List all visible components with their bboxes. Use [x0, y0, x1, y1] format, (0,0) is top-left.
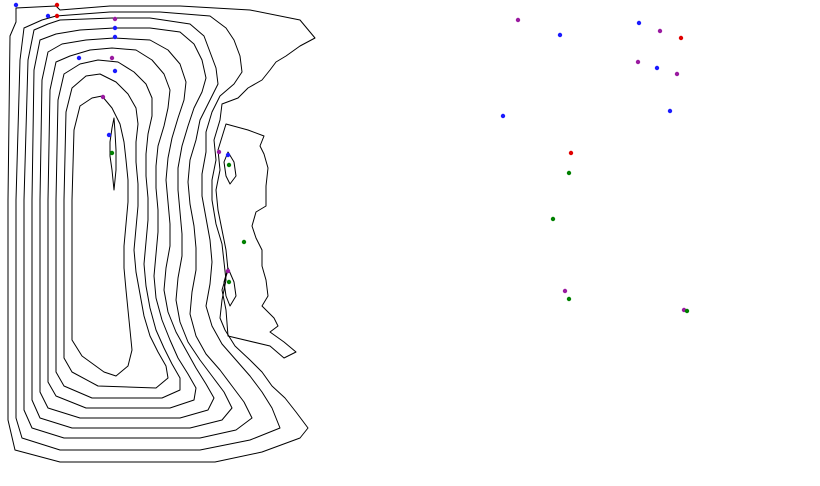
left-marker-blue-7: [106, 132, 112, 138]
left-contour-level-3: [23, 17, 253, 439]
left-marker-blue-6: [112, 68, 118, 74]
left-marker-red-2: [54, 13, 60, 19]
right-marker-green-3: [566, 296, 572, 302]
left-contour-level-9: [71, 95, 133, 377]
right-marker-purple-1: [515, 17, 521, 23]
left-contour-panel: [7, 2, 316, 463]
right-marker-purple-4: [674, 71, 680, 77]
left-marker-blue-8: [225, 152, 231, 158]
left-contour-level-6: [47, 47, 197, 409]
left-marker-purple-1: [112, 16, 118, 22]
right-marker-green-2: [550, 216, 556, 222]
left-marker-purple-4: [216, 149, 222, 155]
right-marker-purple-2: [657, 28, 663, 34]
left-marker-green-3: [241, 239, 247, 245]
left-lobe-inner-upper: [223, 151, 237, 185]
left-contour-level-5: [39, 37, 215, 419]
left-marker-purple-3: [100, 94, 106, 100]
left-marker-blue-1: [13, 2, 19, 8]
left-marker-green-1: [109, 150, 115, 156]
right-marker-green-4: [684, 308, 690, 314]
right-marker-blue-2: [636, 20, 642, 26]
right-marker-purple-3: [635, 59, 641, 65]
left-marker-blue-5: [76, 55, 82, 61]
right-marker-blue-3: [654, 65, 660, 71]
right-marker-blue-1: [557, 32, 563, 38]
left-contour-level-4: [31, 27, 233, 429]
right-panel-markers: [500, 17, 690, 314]
left-marker-blue-3: [112, 25, 118, 31]
right-marker-blue-5: [500, 113, 506, 119]
left-marker-red-1: [54, 2, 60, 8]
left-marker-purple-2: [109, 55, 115, 61]
left-contour-level-2: [15, 11, 281, 451]
right-marker-green-1: [566, 170, 572, 176]
left-marker-blue-4: [112, 34, 118, 40]
right-marker-purple-5: [562, 288, 568, 294]
left-inner-spike: [109, 117, 117, 191]
left-marker-blue-2: [45, 13, 51, 19]
left-lobe-inner-lower: [223, 267, 237, 307]
left-contour-level-1: [7, 5, 316, 463]
left-side-lobe: [215, 123, 297, 359]
left-marker-green-4: [226, 279, 232, 285]
left-contour-level-8: [63, 73, 169, 389]
right-marker-red-1: [678, 35, 684, 41]
left-marker-green-2: [226, 162, 232, 168]
right-marker-blue-4: [667, 108, 673, 114]
right-marker-red-2: [568, 150, 574, 156]
left-marker-purple-5: [225, 268, 231, 274]
left-contour-level-7: [55, 59, 181, 399]
